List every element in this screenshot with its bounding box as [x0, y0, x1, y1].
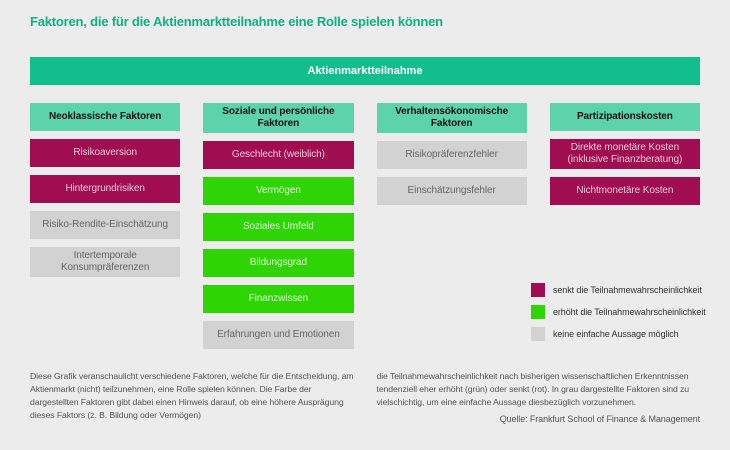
column-header: Neoklassische Faktoren: [30, 103, 181, 131]
legend-label: keine einfache Aussage möglich: [553, 329, 679, 339]
factor-box: Risikopräferenzfehler: [376, 141, 527, 169]
legend-item: keine einfache Aussage möglich: [531, 327, 706, 341]
source-credit: Quelle: Frankfurt School of Finance & Ma…: [499, 414, 700, 424]
column-header: Verhaltensökonomische Faktoren: [376, 103, 527, 133]
legend-swatch-neutral: [531, 327, 545, 341]
factor-box: Hintergrundrisiken: [30, 175, 181, 203]
column-header: Soziale und persönliche Faktoren: [203, 103, 354, 133]
legend-swatch-positive: [531, 305, 545, 319]
factor-box: Risiko-Rendite-Einschätzung: [30, 211, 181, 239]
factor-box: Erfahrungen und Emotionen: [203, 321, 354, 349]
factor-box: Geschlecht (weiblich): [203, 141, 354, 169]
factor-box: Direkte monetäre Kosten (inklusive Finan…: [549, 139, 700, 169]
legend-item: senkt die Teilnahmewahrscheinlichkeit: [531, 283, 706, 297]
page-title: Faktoren, die für die Aktienmarktteilnah…: [30, 14, 443, 29]
factor-columns: Neoklassische Faktoren Risikoaversion Hint…: [30, 103, 700, 349]
factor-column-3: Verhaltensökonomische Faktoren Risikopräf…: [376, 103, 527, 349]
legend-swatch-negative: [531, 283, 545, 297]
footnote-right: die Teilnahmewahrscheinlichkeit nach bis…: [376, 371, 690, 407]
legend-item: erhöht die Teilnahmewahrscheinlichkeit: [531, 305, 706, 319]
factor-box: Finanzwissen: [203, 285, 354, 313]
factor-box: Nichtmonetäre Kosten: [549, 177, 700, 205]
legend: senkt die Teilnahmewahrscheinlichkeit erh…: [531, 283, 706, 341]
factor-box: Risikoaversion: [30, 139, 181, 167]
factor-column-1: Neoklassische Faktoren Risikoaversion Hint…: [30, 103, 181, 349]
legend-label: erhöht die Teilnahmewahrscheinlichkeit: [553, 307, 706, 317]
factor-box: Bildungsgrad: [203, 249, 354, 277]
root-node-stock-market-participation: Aktienmarktteilnahme: [30, 57, 700, 85]
factor-box: Einschätzungsfehler: [376, 177, 527, 205]
factor-box: Soziales Umfeld: [203, 213, 354, 241]
factor-column-4: Partizipationskosten Direkte monetäre Kos…: [549, 103, 700, 349]
factor-box: Intertemporale Konsumpräferenzen: [30, 247, 181, 277]
footnote-left: Diese Grafik veranschaulicht verschieden…: [30, 371, 354, 420]
footnote: Diese Grafik veranschaulicht verschieden…: [30, 370, 700, 422]
factor-box: Vermögen: [203, 177, 354, 205]
column-header: Partizipationskosten: [549, 103, 700, 131]
factor-column-2: Soziale und persönliche Faktoren Geschlec…: [203, 103, 354, 349]
legend-label: senkt die Teilnahmewahrscheinlichkeit: [553, 285, 702, 295]
